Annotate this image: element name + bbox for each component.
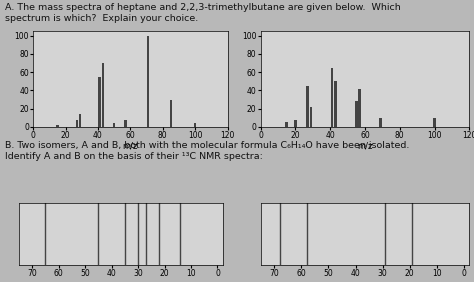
- Bar: [379, 118, 382, 127]
- Bar: [294, 120, 297, 127]
- Text: A. The mass spectra of heptane and 2,2,3-trimethylbutane are given below.  Which: A. The mass spectra of heptane and 2,2,3…: [5, 3, 401, 23]
- Bar: [76, 120, 78, 127]
- Bar: [310, 107, 312, 127]
- Bar: [355, 101, 357, 127]
- X-axis label: ppm: ppm: [111, 280, 130, 282]
- Bar: [285, 122, 288, 127]
- Bar: [79, 114, 82, 127]
- Bar: [334, 81, 337, 127]
- X-axis label: m/z: m/z: [123, 142, 138, 151]
- Bar: [331, 68, 333, 127]
- Bar: [306, 86, 309, 127]
- Bar: [147, 36, 149, 127]
- Bar: [433, 118, 436, 127]
- Bar: [194, 123, 196, 127]
- Bar: [358, 89, 361, 127]
- Text: B. Two isomers, A and B, both with the molecular formula C₆H₁₄O have been isolat: B. Two isomers, A and B, both with the m…: [5, 141, 409, 161]
- Bar: [99, 77, 101, 127]
- Bar: [113, 123, 115, 127]
- X-axis label: ppm: ppm: [356, 280, 374, 282]
- Bar: [170, 100, 172, 127]
- Bar: [56, 125, 59, 127]
- X-axis label: m/z: m/z: [357, 142, 373, 151]
- Bar: [101, 63, 104, 127]
- Bar: [124, 120, 127, 127]
